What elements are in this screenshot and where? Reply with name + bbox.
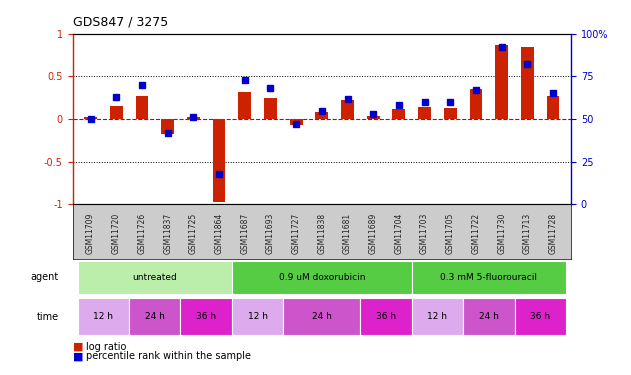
- Bar: [360, 298, 412, 335]
- Text: 12 h: 12 h: [247, 312, 268, 321]
- Text: GSM11720: GSM11720: [112, 213, 121, 254]
- Text: GSM11727: GSM11727: [292, 213, 300, 254]
- Bar: [78, 261, 232, 294]
- Text: 36 h: 36 h: [376, 312, 396, 321]
- Text: ■: ■: [73, 342, 83, 352]
- Bar: [283, 298, 360, 335]
- Text: GDS847 / 3275: GDS847 / 3275: [73, 15, 168, 28]
- Text: 24 h: 24 h: [479, 312, 498, 321]
- Text: untreated: untreated: [133, 273, 177, 282]
- Text: GSM11837: GSM11837: [163, 213, 172, 254]
- Bar: [84, 117, 97, 119]
- Text: GSM11838: GSM11838: [317, 213, 326, 254]
- Text: ■: ■: [73, 351, 83, 361]
- Bar: [469, 89, 483, 119]
- Text: GSM11728: GSM11728: [548, 213, 558, 254]
- Bar: [129, 298, 180, 335]
- Text: GSM11726: GSM11726: [138, 213, 146, 254]
- Text: GSM11693: GSM11693: [266, 213, 275, 254]
- Text: GSM11705: GSM11705: [445, 213, 455, 254]
- Text: GSM11722: GSM11722: [471, 213, 480, 254]
- Bar: [136, 96, 148, 119]
- Text: GSM11704: GSM11704: [394, 213, 403, 254]
- Bar: [521, 46, 534, 119]
- Text: log ratio: log ratio: [86, 342, 127, 352]
- Bar: [316, 112, 328, 119]
- Bar: [418, 107, 431, 119]
- Text: 24 h: 24 h: [312, 312, 332, 321]
- Text: GSM11689: GSM11689: [369, 213, 378, 254]
- Text: 0.3 mM 5-fluorouracil: 0.3 mM 5-fluorouracil: [440, 273, 538, 282]
- Text: 36 h: 36 h: [530, 312, 550, 321]
- Bar: [514, 298, 566, 335]
- Text: GSM11713: GSM11713: [523, 213, 532, 254]
- Text: GSM11864: GSM11864: [215, 213, 223, 254]
- Text: agent: agent: [30, 273, 59, 282]
- Text: GSM11725: GSM11725: [189, 213, 198, 254]
- Text: GSM11681: GSM11681: [343, 213, 352, 254]
- Text: 0.9 uM doxorubicin: 0.9 uM doxorubicin: [278, 273, 365, 282]
- Bar: [444, 108, 457, 119]
- Bar: [161, 119, 174, 134]
- Text: GSM11709: GSM11709: [86, 213, 95, 254]
- Bar: [232, 298, 283, 335]
- Text: GSM11703: GSM11703: [420, 213, 429, 254]
- Bar: [367, 116, 380, 119]
- Bar: [213, 119, 225, 202]
- Bar: [110, 106, 122, 119]
- Bar: [232, 261, 412, 294]
- Text: percentile rank within the sample: percentile rank within the sample: [86, 351, 251, 361]
- Text: 12 h: 12 h: [427, 312, 447, 321]
- Bar: [239, 92, 251, 119]
- Bar: [412, 298, 463, 335]
- Text: GSM11687: GSM11687: [240, 213, 249, 254]
- Text: 24 h: 24 h: [145, 312, 165, 321]
- Bar: [546, 96, 560, 119]
- Text: 12 h: 12 h: [93, 312, 114, 321]
- Bar: [290, 119, 302, 125]
- Text: time: time: [37, 312, 59, 322]
- Text: GSM11730: GSM11730: [497, 213, 506, 254]
- Bar: [392, 109, 405, 119]
- Bar: [463, 298, 514, 335]
- Bar: [412, 261, 566, 294]
- Bar: [187, 117, 200, 119]
- Bar: [495, 45, 508, 119]
- Text: 36 h: 36 h: [196, 312, 216, 321]
- Bar: [78, 298, 129, 335]
- Bar: [180, 298, 232, 335]
- Bar: [264, 98, 277, 119]
- Bar: [341, 100, 354, 119]
